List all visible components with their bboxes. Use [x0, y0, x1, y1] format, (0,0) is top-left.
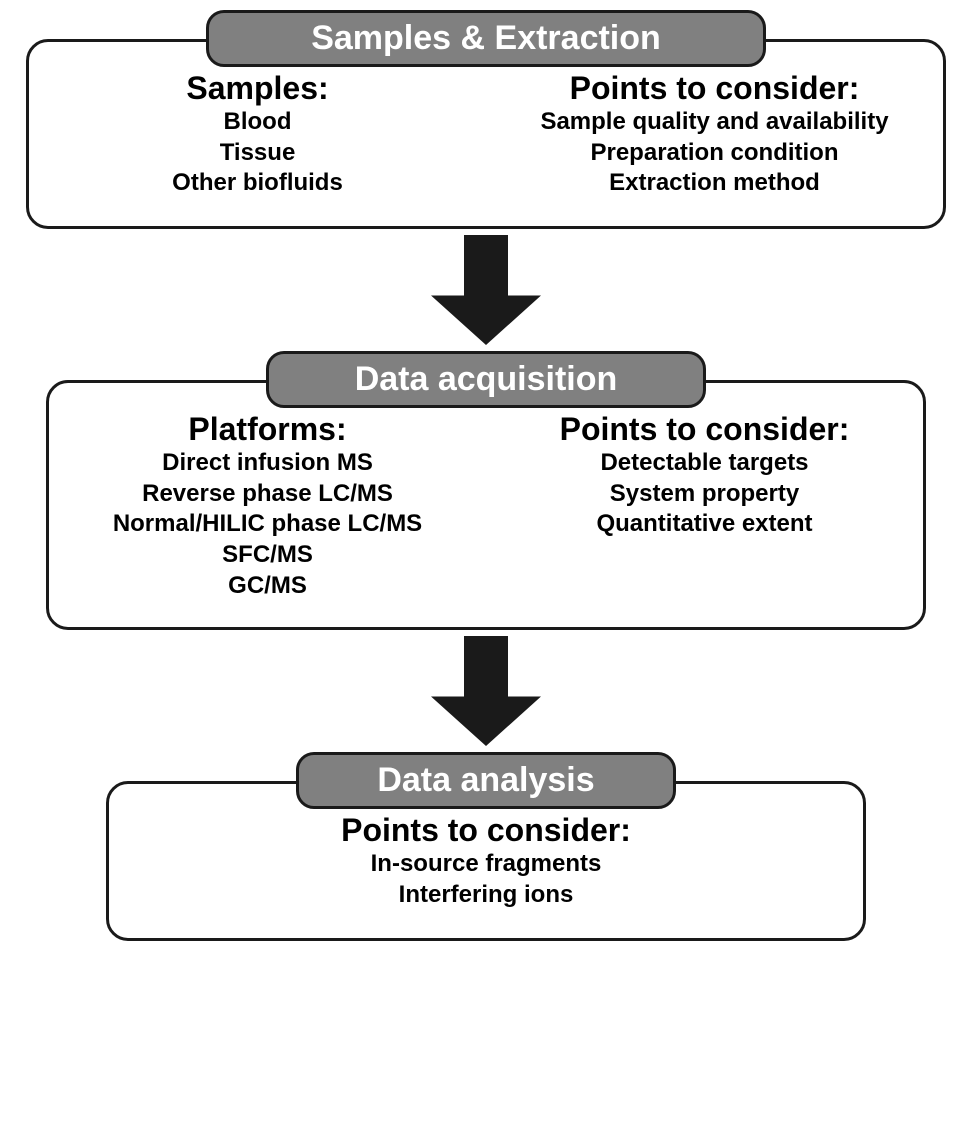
stage3-header: Data analysis	[296, 752, 676, 809]
stage2-header-text: Data acquisition	[355, 360, 618, 398]
stage1-left-item: Blood	[29, 107, 486, 138]
stage2-left-title: Platforms:	[49, 411, 486, 448]
stage3-center-item: Interfering ions	[109, 880, 863, 911]
down-arrow-icon	[431, 235, 541, 345]
stage1-left-col: Samples: Blood Tissue Other biofluids	[29, 70, 486, 199]
stage2-left-item: Reverse phase LC/MS	[49, 479, 486, 510]
stage3-center-item: In-source fragments	[109, 849, 863, 880]
stage3-center-title: Points to consider:	[109, 812, 863, 849]
stage2-box: Platforms: Direct infusion MS Reverse ph…	[46, 380, 926, 630]
stage1-left-title: Samples:	[29, 70, 486, 107]
stage2-left-col: Platforms: Direct infusion MS Reverse ph…	[49, 411, 486, 602]
stage2-header: Data acquisition	[266, 351, 706, 408]
arrow-2	[0, 636, 972, 746]
stage1-header: Samples & Extraction	[206, 10, 766, 67]
stage1-left-item: Tissue	[29, 138, 486, 169]
stage-data-acquisition: Data acquisition Platforms: Direct infus…	[0, 351, 972, 630]
stage2-left-item: Direct infusion MS	[49, 448, 486, 479]
stage1-header-text: Samples & Extraction	[311, 19, 661, 57]
stage2-right-item: Quantitative extent	[486, 509, 923, 540]
stage1-right-title: Points to consider:	[486, 70, 943, 107]
stage1-right-item: Sample quality and availability	[486, 107, 943, 138]
down-arrow-icon	[431, 636, 541, 746]
stage2-right-title: Points to consider:	[486, 411, 923, 448]
stage2-left-item: SFC/MS	[49, 540, 486, 571]
stage3-header-text: Data analysis	[377, 761, 594, 799]
stage2-left-item: GC/MS	[49, 571, 486, 602]
stage-data-analysis: Data analysis Points to consider: In-sou…	[0, 752, 972, 941]
stage1-right-item: Preparation condition	[486, 138, 943, 169]
stage2-left-item: Normal/HILIC phase LC/MS	[49, 509, 486, 540]
stage2-right-col: Points to consider: Detectable targets S…	[486, 411, 923, 602]
arrow-1	[0, 235, 972, 345]
stage2-right-item: System property	[486, 479, 923, 510]
stage-samples-extraction: Samples & Extraction Samples: Blood Tiss…	[0, 10, 972, 229]
stage1-left-item: Other biofluids	[29, 168, 486, 199]
stage1-box: Samples: Blood Tissue Other biofluids Po…	[26, 39, 946, 229]
stage1-right-item: Extraction method	[486, 168, 943, 199]
stage1-right-col: Points to consider: Sample quality and a…	[486, 70, 943, 199]
stage2-right-item: Detectable targets	[486, 448, 923, 479]
